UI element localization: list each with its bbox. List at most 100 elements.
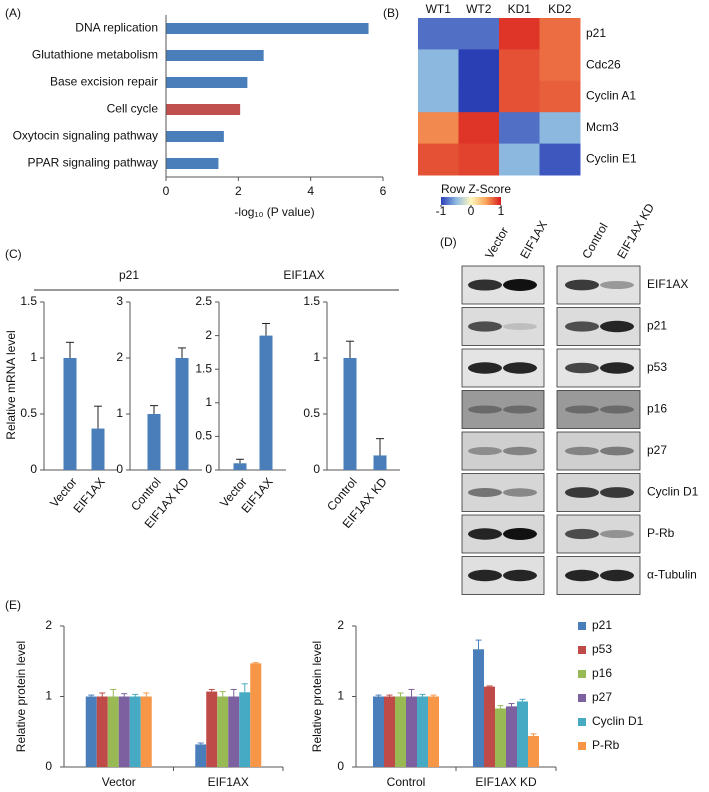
bar [175, 358, 189, 470]
blot-band [600, 569, 634, 582]
y-tick-label: 0.5 [303, 406, 320, 420]
bar [428, 696, 439, 767]
colorbar [441, 197, 501, 205]
heatmap-cell [539, 80, 581, 113]
group-label: p21 [119, 268, 139, 282]
heatmap-cell [458, 112, 500, 145]
x-tick-label: 2 [235, 184, 242, 198]
heatmap-cell [539, 49, 581, 82]
column-label: WT1 [426, 2, 452, 16]
blot-band [565, 528, 599, 540]
heatmap-cell [458, 18, 500, 50]
category-label: PPAR signaling pathway [27, 156, 158, 170]
blot-band [503, 446, 537, 456]
heatmap-cell [458, 143, 500, 176]
heatmap-cell [418, 49, 459, 82]
row-label: p21 [586, 26, 606, 40]
blot-band [503, 488, 537, 497]
bar [206, 691, 218, 767]
blot-band [565, 279, 599, 291]
lane-label: EIF1AX KD [614, 201, 657, 261]
row-label: p53 [647, 360, 667, 374]
row-label: p27 [647, 443, 667, 457]
bar [91, 428, 105, 470]
blot-band [565, 362, 599, 374]
bar [417, 696, 428, 767]
blot-band [503, 569, 537, 582]
blot-band [600, 487, 634, 498]
bar [140, 696, 152, 767]
legend-swatch [578, 646, 586, 654]
blot-band [468, 446, 502, 456]
blot-band [468, 405, 502, 414]
y-tick-label: 0.5 [195, 429, 212, 443]
category-label: Base excision repair [50, 75, 158, 89]
bar [506, 706, 517, 767]
y-tick-label: 0.5 [20, 406, 37, 420]
y-tick-label: 0 [116, 462, 123, 476]
legend-label: p16 [592, 666, 612, 680]
y-tick-label: 1.5 [195, 361, 212, 375]
heatmap-cell [499, 18, 540, 50]
bar [343, 358, 357, 470]
y-tick-label: 2 [116, 350, 123, 364]
legend-label: p27 [592, 690, 612, 704]
y-tick-label: 1 [30, 350, 37, 364]
heatmap-cell [499, 80, 540, 113]
row-label: α-Tubulin [647, 568, 697, 582]
bar [250, 663, 262, 767]
y-tick-label: 1.5 [303, 294, 320, 308]
bar [239, 692, 251, 767]
colorbar-tick-label: 0 [468, 204, 475, 218]
legend-label: Cyclin D1 [592, 714, 644, 728]
y-tick-label: 1 [313, 350, 320, 364]
blot-band [565, 569, 599, 582]
bar [107, 696, 119, 767]
bar [495, 708, 506, 767]
heatmap-cell [499, 143, 540, 176]
bar [528, 735, 539, 767]
y-tick-label: 1 [337, 689, 344, 703]
legend-swatch [578, 694, 586, 702]
y-tick-label: 2 [337, 618, 344, 632]
y-tick-label: 3 [116, 294, 123, 308]
bar [166, 23, 369, 34]
blot-strip [556, 431, 641, 471]
blot-band [600, 405, 634, 414]
bar [395, 696, 406, 767]
blot-band [600, 280, 634, 290]
x-axis-label: -log₁₀ (P value) [234, 205, 314, 219]
row-label: Cyclin A1 [586, 89, 636, 103]
bar [166, 77, 248, 88]
x-tick-label: 6 [380, 184, 387, 198]
x-tick-label: EIF1AX KD [475, 775, 537, 789]
bar [473, 649, 484, 767]
x-tick-label: EIF1AX [208, 775, 249, 789]
heatmap-cell [499, 112, 540, 145]
bar [85, 696, 97, 767]
y-tick-label: 0 [30, 462, 37, 476]
x-tick-label: Vector [102, 775, 136, 789]
y-tick-label: 0 [205, 462, 212, 476]
heatmap-cell [539, 112, 581, 145]
heatmap-cell [418, 18, 459, 50]
column-label: WT2 [466, 2, 492, 16]
heatmap-cell [539, 143, 581, 176]
row-label: P-Rb [647, 526, 675, 540]
blot-band [600, 320, 634, 333]
blot-band [565, 487, 599, 498]
bar [129, 696, 141, 767]
panel-label: (E) [5, 598, 21, 612]
category-label: DNA replication [75, 21, 158, 35]
bar [384, 696, 395, 767]
bar [118, 696, 130, 767]
blot-band [600, 446, 634, 456]
x-tick-label: 4 [307, 184, 314, 198]
x-tick-label: 0 [163, 184, 170, 198]
bar [217, 696, 229, 767]
bar [259, 335, 273, 470]
blot-band [468, 279, 502, 291]
lane-label: Control [579, 221, 610, 262]
colorbar-tick-label: 1 [498, 204, 505, 218]
